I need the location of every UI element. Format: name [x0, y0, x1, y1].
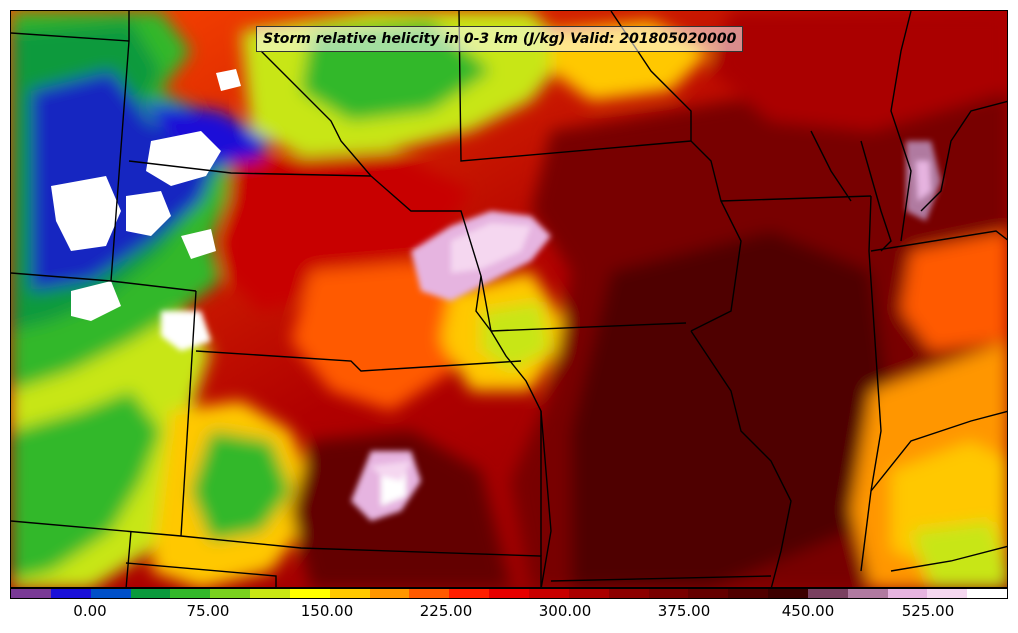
colorbar-segment [648, 589, 689, 598]
helicity-shading [11, 11, 1007, 587]
helicity-map [11, 11, 1007, 587]
map-title: Storm relative helicity in 0-3 km (J/kg)… [256, 26, 744, 52]
colorbar-segment [130, 589, 171, 598]
colorbar-tick-label: 375.00 [657, 602, 711, 620]
colorbar-segment [608, 589, 649, 598]
colorbar-segment [449, 589, 490, 598]
colorbar-segment [568, 589, 609, 598]
colorbar-tick-label: 525.00 [901, 602, 955, 620]
map-panel: Storm relative helicity in 0-3 km (J/kg)… [10, 10, 1008, 588]
colorbar-labels: 0.00 75.00 150.00 225.00 300.00 375.00 450.00 5… [0, 602, 1018, 626]
colorbar-segment [289, 589, 330, 598]
colorbar-segment [11, 589, 51, 598]
low-helicity-white-patches [51, 69, 241, 321]
colorbar-tick-label: 300.00 [538, 602, 592, 620]
colorbar [10, 588, 1008, 599]
colorbar-segment [170, 589, 211, 598]
colorbar-segment [688, 589, 729, 598]
high-helicity-patches [161, 141, 941, 521]
colorbar-segment [967, 589, 1008, 598]
colorbar-segment [329, 589, 370, 598]
colorbar-segment [728, 589, 769, 598]
colorbar-segment [369, 589, 410, 598]
colorbar-segment [807, 589, 848, 598]
colorbar-segment [90, 589, 131, 598]
colorbar-segment [847, 589, 888, 598]
colorbar-tick-label: 150.00 [300, 602, 354, 620]
colorbar-segment [210, 589, 251, 598]
colorbar-segment [489, 589, 529, 598]
colorbar-segment [887, 589, 928, 598]
colorbar-tick-label: 225.00 [419, 602, 473, 620]
colorbar-segment [250, 589, 290, 598]
colorbar-segment [768, 589, 808, 598]
colorbar-segment [528, 589, 569, 598]
colorbar-tick-label: 0.00 [73, 602, 107, 620]
colorbar-tick-label: 75.00 [186, 602, 230, 620]
colorbar-tick-label: 450.00 [781, 602, 835, 620]
colorbar-segment [409, 589, 450, 598]
colorbar-segment [927, 589, 968, 598]
colorbar-segment [50, 589, 91, 598]
